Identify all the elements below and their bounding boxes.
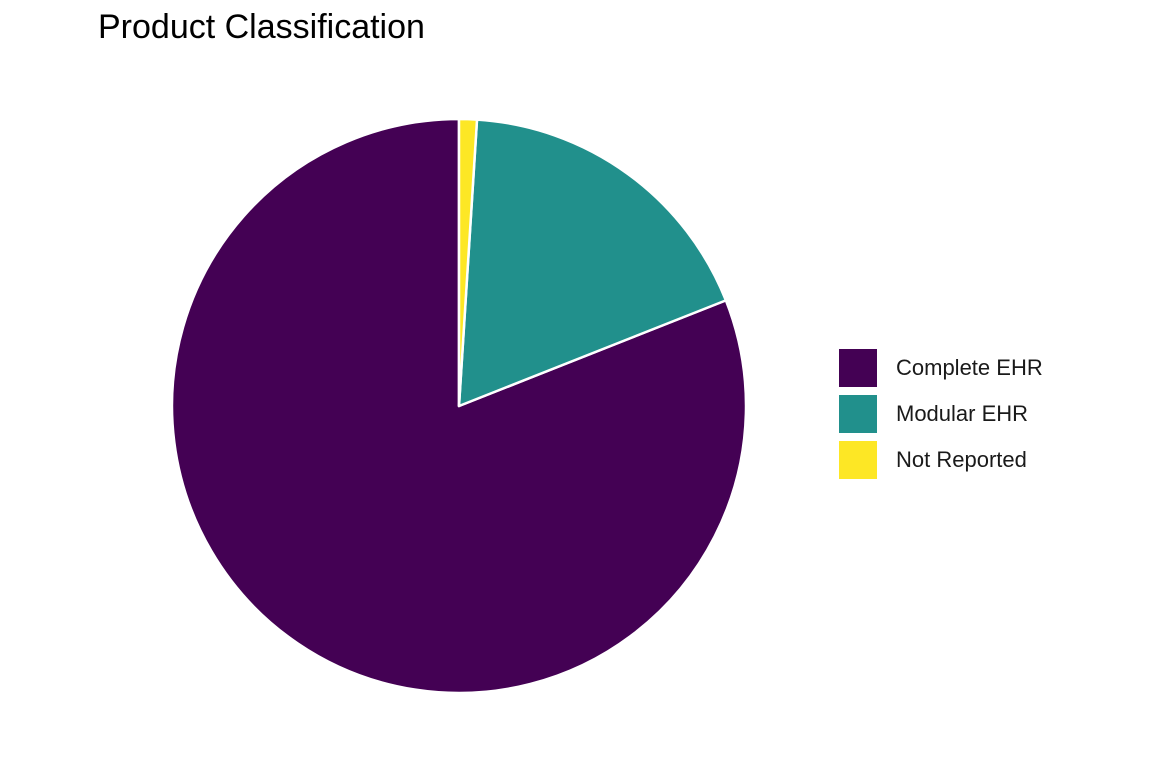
chart-title: Product Classification [98,8,425,46]
legend-item-not-reported: Not Reported [838,440,1043,480]
legend-swatch-not-reported [838,440,878,480]
legend: Complete EHR Modular EHR Not Reported [838,348,1043,486]
legend-item-modular-ehr: Modular EHR [838,394,1043,434]
legend-label-complete-ehr: Complete EHR [896,355,1043,380]
legend-label-modular-ehr: Modular EHR [896,401,1029,426]
pie-slice-not-reported [457,117,479,408]
legend-label-not-reported: Not Reported [896,447,1027,472]
legend-swatch-modular-ehr [838,394,878,434]
pie-slices [170,117,748,695]
legend-swatch-complete-ehr [838,348,878,388]
legend-item-complete-ehr: Complete EHR [838,348,1043,388]
pie-slice-modular-ehr [457,118,728,408]
